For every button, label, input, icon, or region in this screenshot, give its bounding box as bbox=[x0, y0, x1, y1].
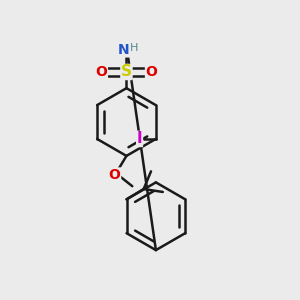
Text: O: O bbox=[95, 65, 107, 79]
Text: S: S bbox=[121, 64, 132, 80]
Text: O: O bbox=[146, 65, 158, 79]
Text: N: N bbox=[118, 43, 129, 57]
Text: I: I bbox=[137, 131, 142, 146]
Text: O: O bbox=[109, 168, 121, 182]
Text: H: H bbox=[130, 43, 138, 52]
